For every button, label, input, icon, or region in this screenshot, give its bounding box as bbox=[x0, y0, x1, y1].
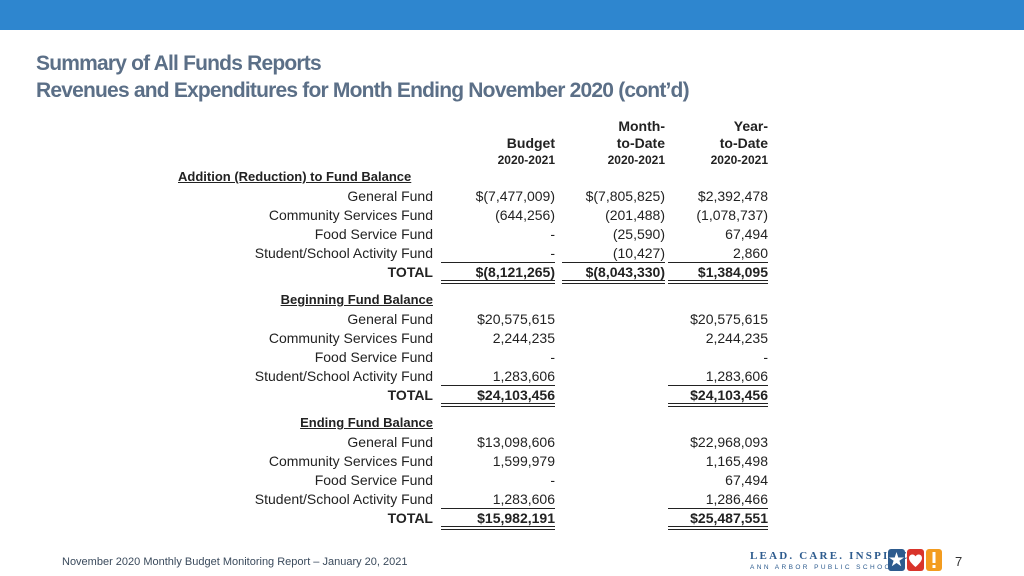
ytd-value: 1,286,466 bbox=[705, 491, 768, 507]
exclamation-icon bbox=[926, 549, 942, 571]
row-label: General Fund bbox=[347, 311, 433, 327]
row-label: Student/School Activity Fund bbox=[254, 368, 433, 384]
heart-icon bbox=[907, 549, 924, 571]
mtd-header-year: 2020-2021 bbox=[607, 153, 665, 167]
row-label: Food Service Fund bbox=[314, 349, 433, 365]
ytd-total: $24,103,456 bbox=[690, 387, 768, 403]
ytd-value: 1,283,606 bbox=[705, 368, 768, 384]
ytd-value: $20,575,615 bbox=[690, 311, 768, 327]
mtd-header-line2: to-Date bbox=[616, 135, 665, 151]
ytd-total: $1,384,095 bbox=[697, 264, 768, 280]
ytd-header-year: 2020-2021 bbox=[710, 153, 768, 167]
ytd-value: (1,078,737) bbox=[696, 207, 768, 223]
title-line-2: Revenues and Expenditures for Month Endi… bbox=[36, 79, 690, 102]
budget-value: - bbox=[550, 226, 555, 242]
subtotal-rule bbox=[441, 508, 555, 509]
logo-org-name: ANN ARBOR PUBLIC SCHOOLS bbox=[750, 564, 905, 571]
ytd-value: 2,860 bbox=[732, 245, 768, 261]
total-label: TOTAL bbox=[387, 387, 433, 403]
ytd-value: 1,165,498 bbox=[705, 453, 768, 469]
budget-value: $13,098,606 bbox=[477, 434, 555, 450]
budget-value: 1,283,606 bbox=[492, 368, 555, 384]
budget-header-year: 2020-2021 bbox=[497, 153, 555, 167]
ytd-value: $22,968,093 bbox=[690, 434, 768, 450]
ytd-value: - bbox=[763, 349, 768, 365]
row-label: General Fund bbox=[347, 188, 433, 204]
row-label: Food Service Fund bbox=[314, 472, 433, 488]
total-double-rule bbox=[668, 526, 768, 530]
subtotal-rule bbox=[668, 508, 768, 509]
ytd-value: 67,494 bbox=[725, 472, 768, 488]
ytd-header-line2: to-Date bbox=[719, 135, 768, 151]
budget-value: - bbox=[550, 472, 555, 488]
budget-total: $24,103,456 bbox=[477, 387, 555, 403]
budget-value: 2,244,235 bbox=[492, 330, 555, 346]
ytd-value: 2,244,235 bbox=[705, 330, 768, 346]
subtotal-rule bbox=[441, 262, 555, 263]
row-label: Student/School Activity Fund bbox=[254, 245, 433, 261]
logo-mark bbox=[888, 549, 942, 571]
total-label: TOTAL bbox=[387, 264, 433, 280]
row-label: Food Service Fund bbox=[314, 226, 433, 242]
total-double-rule bbox=[562, 280, 665, 284]
budget-total: $(8,121,265) bbox=[475, 264, 555, 280]
row-label: Community Services Fund bbox=[268, 330, 433, 346]
mtd-total: $(8,043,330) bbox=[585, 264, 665, 280]
budget-value: - bbox=[550, 349, 555, 365]
section-title-addition: Addition (Reduction) to Fund Balance bbox=[178, 169, 412, 184]
budget-value: 1,599,979 bbox=[492, 453, 555, 469]
row-label: Community Services Fund bbox=[268, 453, 433, 469]
total-double-rule bbox=[441, 526, 555, 530]
total-double-rule bbox=[441, 403, 555, 407]
mtd-value: (201,488) bbox=[605, 207, 665, 223]
section-title-ending: Ending Fund Balance bbox=[300, 415, 433, 430]
budget-value: 1,283,606 bbox=[492, 491, 555, 507]
total-double-rule bbox=[668, 280, 768, 284]
row-label: Student/School Activity Fund bbox=[254, 491, 433, 507]
footer-text: November 2020 Monthly Budget Monitoring … bbox=[62, 556, 408, 568]
row-label: Community Services Fund bbox=[268, 207, 433, 223]
ytd-header-line1: Year- bbox=[733, 118, 768, 134]
mtd-value: $(7,805,825) bbox=[585, 188, 665, 204]
ytd-value: 67,494 bbox=[725, 226, 768, 242]
mtd-header-line1: Month- bbox=[618, 118, 665, 134]
budget-total: $15,982,191 bbox=[477, 510, 555, 526]
budget-value: $20,575,615 bbox=[477, 311, 555, 327]
budget-header-line1: Budget bbox=[506, 135, 555, 151]
total-label: TOTAL bbox=[387, 510, 433, 526]
total-double-rule bbox=[441, 280, 555, 284]
ytd-total: $25,487,551 bbox=[690, 510, 768, 526]
subtotal-rule bbox=[562, 262, 665, 263]
page-number: 7 bbox=[955, 554, 963, 569]
title-line-1: Summary of All Funds Reports bbox=[36, 52, 322, 75]
logo-tagline: LEAD. CARE. INSPIRE. bbox=[750, 550, 915, 562]
budget-value: (644,256) bbox=[495, 207, 555, 223]
mtd-value: (25,590) bbox=[612, 226, 665, 242]
budget-value: - bbox=[550, 245, 555, 261]
slide-title: Summary of All Funds Reports Revenues an… bbox=[36, 50, 690, 104]
subtotal-rule bbox=[668, 262, 768, 263]
subtotal-rule bbox=[668, 385, 768, 386]
section-title-beginning: Beginning Fund Balance bbox=[280, 292, 433, 307]
total-double-rule bbox=[668, 403, 768, 407]
mtd-value: (10,427) bbox=[612, 245, 665, 261]
district-logo: LEAD. CARE. INSPIRE. ANN ARBOR PUBLIC SC… bbox=[750, 547, 942, 573]
star-icon bbox=[888, 549, 905, 571]
subtotal-rule bbox=[441, 385, 555, 386]
ytd-value: $2,392,478 bbox=[697, 188, 768, 204]
row-label: General Fund bbox=[347, 434, 433, 450]
budget-value: $(7,477,009) bbox=[475, 188, 555, 204]
top-banner bbox=[0, 0, 1024, 30]
